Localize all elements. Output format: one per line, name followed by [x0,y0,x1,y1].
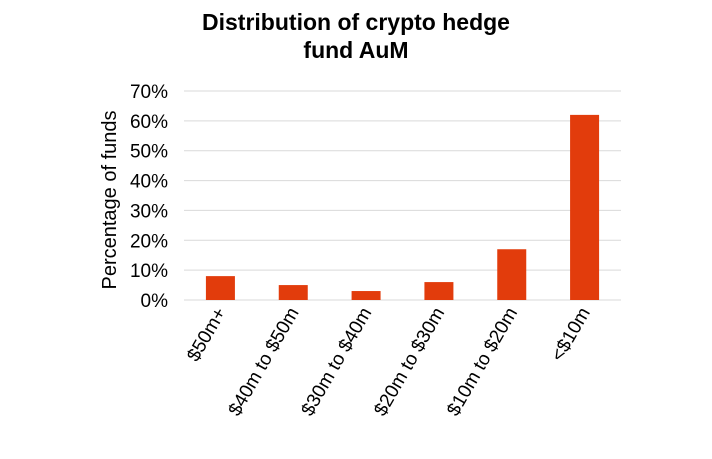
y-tick-labels: 0% 10% 20% 30% 40% 50% 60% 70% [130,82,168,312]
x-tick-label: <$10m [547,304,594,365]
bar [205,276,235,300]
y-tick-label: 50% [130,142,168,163]
bars [205,114,600,300]
y-tick-label: 0% [141,291,169,312]
x-tick-label: $50m+ [183,304,230,365]
x-tick-label: $10m to $20m [443,304,522,420]
chart-title-line-1: Distribution of crypto hedge [202,9,510,35]
chart-title-line-2: fund AuM [303,37,408,63]
y-tick-label: 10% [130,261,168,282]
y-tick-label: 20% [130,231,168,252]
bar [278,285,308,300]
x-tick-labels: $50m+$40m to $50m$30m to $40m$20m to $30… [183,304,595,420]
bar [497,249,527,300]
y-tick-label: 70% [130,82,168,103]
y-tick-label: 30% [130,201,168,222]
gridlines [184,90,621,301]
bar [570,114,600,300]
y-axis-label: Percentage of funds [99,110,121,289]
x-tick-label: $30m to $40m [297,304,376,420]
x-tick-label: $40m to $50m [225,304,304,420]
bar [351,291,381,300]
y-tick-label: 40% [130,172,168,193]
bar [424,282,454,300]
y-tick-label: 60% [130,112,168,133]
x-tick-label: $20m to $30m [370,304,449,420]
